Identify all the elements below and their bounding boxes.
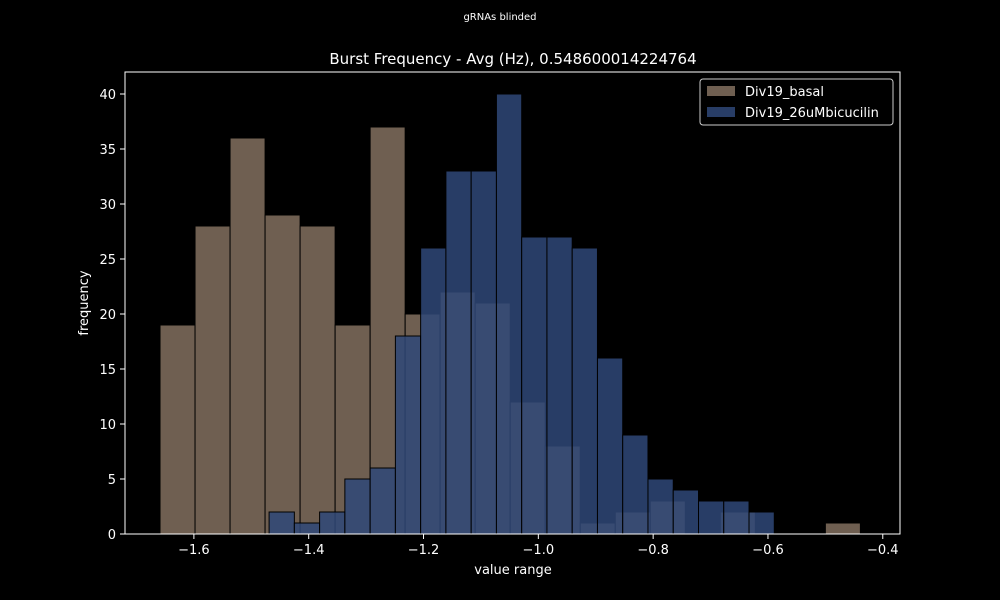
bar-bicucilin-14: [622, 434, 649, 535]
legend-swatch-basal: [707, 86, 735, 96]
bar-bicucilin-7: [445, 170, 472, 535]
y-tick-label: 15: [99, 363, 116, 378]
x-tick-label: −1.4: [293, 543, 325, 558]
legend-label-basal: Div19_basal: [745, 85, 824, 100]
y-tick-label: 0: [108, 528, 116, 543]
y-tick-label: 20: [99, 308, 116, 323]
bar-bicucilin-13: [596, 357, 624, 535]
x-tick-label: −1.2: [408, 543, 440, 558]
bar-bicucilin-3: [344, 478, 371, 535]
bar-basal-1: [194, 225, 231, 535]
legend-label-bicucilin: Div19_26uMbicucilin: [745, 106, 879, 121]
x-axis-label: value range: [474, 563, 551, 578]
bar-bicucilin-10: [521, 236, 548, 535]
y-tick-label: 30: [99, 198, 116, 213]
x-tick-label: −1.6: [178, 543, 210, 558]
bar-bicucilin-11: [546, 236, 573, 535]
bars-layer: [159, 93, 861, 535]
x-tick-label: −1.0: [523, 543, 555, 558]
bar-basal-2: [229, 137, 266, 535]
y-tick-label: 25: [99, 253, 116, 268]
y-tick-label: 10: [99, 418, 116, 433]
bar-basal-19: [824, 522, 861, 535]
bar-bicucilin-12: [571, 247, 598, 535]
bar-bicucilin-19: [748, 511, 775, 535]
bar-basal-0: [159, 324, 196, 535]
bar-bicucilin-0: [268, 511, 295, 535]
bar-basal-3: [264, 214, 301, 535]
plot-frame: [124, 71, 901, 535]
bar-basal-4: [299, 225, 336, 535]
bar-bicucilin-17: [698, 500, 725, 535]
bar-bicucilin-2: [319, 511, 346, 535]
x-tick-label: −0.6: [752, 543, 784, 558]
y-tick-label: 40: [99, 88, 116, 103]
x-tick-label: −0.8: [637, 543, 669, 558]
y-tick-label: 35: [99, 143, 116, 158]
bar-bicucilin-1: [293, 522, 321, 535]
legend: Div19_basal Div19_26uMbicucilin: [699, 78, 894, 126]
figure-suptitle: gRNAs blinded: [463, 12, 536, 23]
bar-bicucilin-5: [394, 335, 422, 535]
legend-swatch-bicucilin: [707, 107, 735, 117]
y-axis-ticks: 0 5 10 15 20 25 30 35 40: [99, 88, 125, 543]
bar-bicucilin-8: [470, 170, 497, 535]
bar-bicucilin-16: [672, 489, 699, 535]
legend-frame: [699, 78, 894, 126]
bar-bicucilin-18: [723, 500, 750, 535]
x-tick-label: −0.4: [867, 543, 899, 558]
bar-bicucilin-4: [369, 467, 396, 535]
bar-bicucilin-15: [647, 478, 674, 535]
y-tick-label: 5: [108, 473, 116, 488]
chart-title: Burst Frequency - Avg (Hz), 0.5486000142…: [329, 50, 696, 68]
x-axis-ticks: −1.6 −1.4 −1.2 −1.0 −0.8 −0.6 −0.4: [178, 534, 899, 558]
bar-bicucilin-9: [495, 93, 523, 535]
bar-bicucilin-6: [420, 247, 447, 535]
y-axis-label: frequency: [77, 270, 92, 336]
